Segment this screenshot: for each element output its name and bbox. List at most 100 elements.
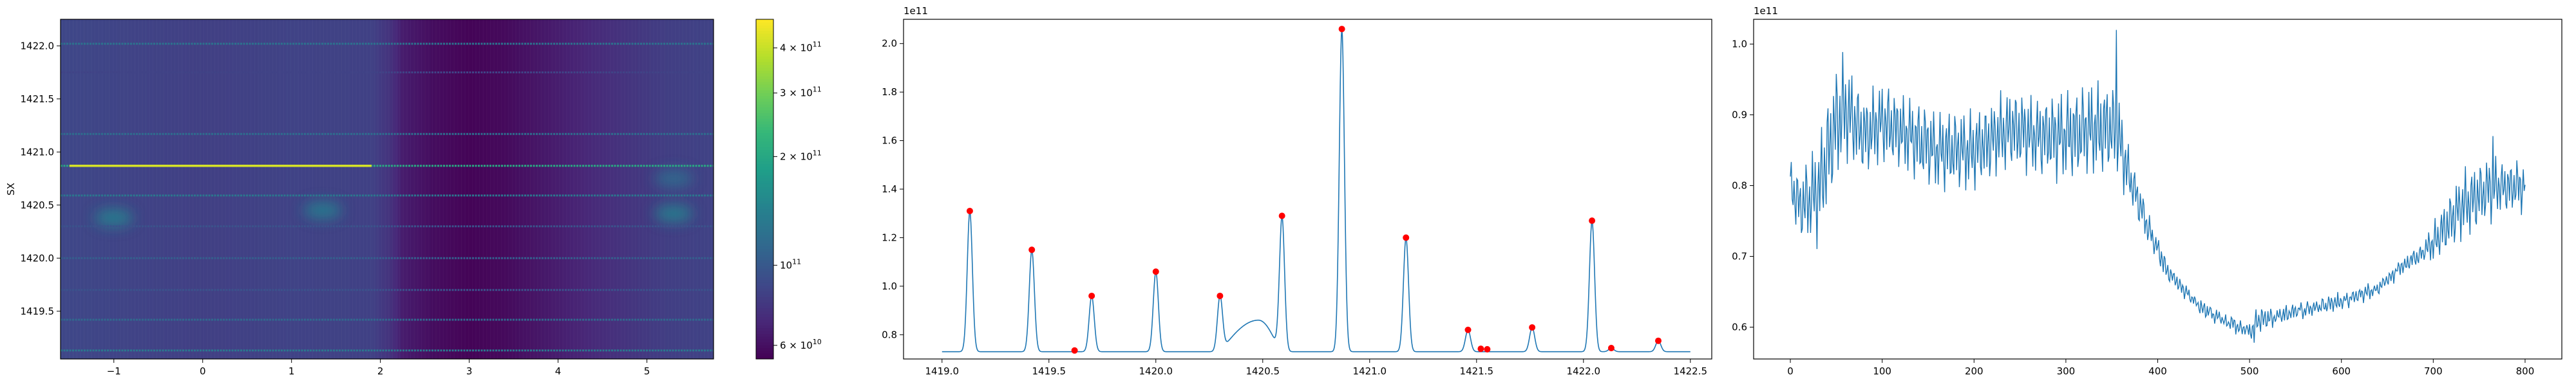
heatmap-cell [223,19,227,359]
heatmap-cell [137,19,140,359]
heatmap-cell [468,19,472,359]
colorbar-segment [756,59,773,62]
series-y-tick-label: 0.8 [1732,180,1747,192]
heatmap-cell [656,19,660,359]
heatmap-cell [496,19,499,359]
heatmap-cell [207,19,211,359]
heatmap-cell [373,19,377,359]
colorbar-gradient [756,19,773,359]
heatmap-cell [539,19,543,359]
heatmap-cell [688,19,692,359]
heatmap-cell [256,19,260,359]
heatmap-cell [397,19,401,359]
heatmap-cell [330,19,334,359]
colorbar-tick-label: 4 × 1011 [780,40,822,53]
heatmap-y-tick-label: 1420.5 [21,199,55,211]
heatmap-cell [479,19,483,359]
peak-marker [1028,246,1036,253]
colorbar-segment [756,331,773,334]
colorbar-segment [756,183,773,187]
heatmap-cell [667,19,670,359]
heatmap-y-tick-label: 1419.5 [21,306,55,317]
colorbar-segment [756,155,773,159]
colorbar-segment [756,246,773,249]
heatmap-cell [545,19,548,359]
heatmap-blobs [94,169,693,227]
colorbar-segment [756,353,773,357]
colorbar-segment [756,93,773,96]
colorbar-segment [756,282,773,286]
colorbar-segment [756,189,773,192]
heatmap-cell [474,19,478,359]
heatmap-blob [654,169,693,188]
heatmap-cell [526,19,529,359]
heatmap-cell [422,19,426,359]
heatmap-cell [185,19,189,359]
heatmap-cell [139,19,143,359]
heatmap-cell [204,19,208,359]
peaks-x-tick-label: 1422.5 [1674,365,1708,377]
colorbar-segment [756,64,773,68]
heatmap-cell [283,19,287,359]
heatmap-cell [428,19,431,359]
heatmap-cell [452,19,456,359]
colorbar-segment [756,291,773,295]
heatmap-cell [352,19,355,359]
colorbar-tick-label: 1011 [780,257,801,271]
heatmap-cell [406,19,410,359]
heatmap-cell [650,19,654,359]
heatmap-cell [368,19,372,359]
heatmap-x-tick-label: −1 [107,365,121,377]
peak-marker [1484,345,1491,353]
heatmap-cell [672,19,676,359]
colorbar-segment [756,325,773,329]
heatmap-cell [645,19,649,359]
heatmap-cell [202,19,205,359]
heatmap-cell [232,19,235,359]
heatmap-cell [594,19,597,359]
heatmap-cell [324,19,328,359]
colorbar-segment [756,198,773,201]
colorbar-segment [756,44,773,48]
heatmap-cell [379,19,383,359]
colorbar-segment [756,200,773,204]
heatmap-cell [490,19,494,359]
heatmap-cell [523,19,527,359]
colorbar-segment [756,56,773,60]
heatmap-cell [588,19,592,359]
peaks-x-tick-label: 1421.5 [1460,365,1494,377]
colorbar-segment [756,299,773,303]
heatmap-cell [164,19,167,359]
colorbar-segment [756,98,773,102]
heatmap-cell [659,19,663,359]
heatmap-cell [466,19,469,359]
series-x-tick-label: 800 [2516,365,2535,377]
colorbar-axis: 6 × 1010 1011 2 × 1011 3 × 1011 4 × 1011 [773,40,822,351]
heatmap-cell [436,19,439,359]
heatmap-cell [414,19,418,359]
heatmap-blob [94,208,133,227]
heatmap-cell [253,19,257,359]
series-y-tick-label: 0.6 [1732,322,1747,333]
colorbar-segment [756,268,773,272]
heatmap-cell [188,19,192,359]
colorbar-segment [756,78,773,82]
heatmap-y-tick-label: 1421.0 [21,146,55,158]
heatmap-cell [348,19,352,359]
colorbar-tick-label: 6 × 1010 [780,338,822,351]
heatmap-cell [150,19,154,359]
heatmap-cell [180,19,184,359]
heatmap-cell [346,19,350,359]
heatmap-cell [612,19,616,359]
heatmap-cell [703,19,706,359]
colorbar-segment [756,297,773,300]
series-x-tick-label: 0 [1787,365,1794,377]
colorbar-segment [756,350,773,354]
colorbar-segment [756,101,773,105]
heatmap-cell [504,19,507,359]
heatmap-cell [261,19,265,359]
heatmap-cell [417,19,421,359]
heatmap-y-axis: 1419.5 1420.0 1420.5 1421.0 1421.5 1422.0 [21,40,61,317]
colorbar-segment [756,271,773,275]
